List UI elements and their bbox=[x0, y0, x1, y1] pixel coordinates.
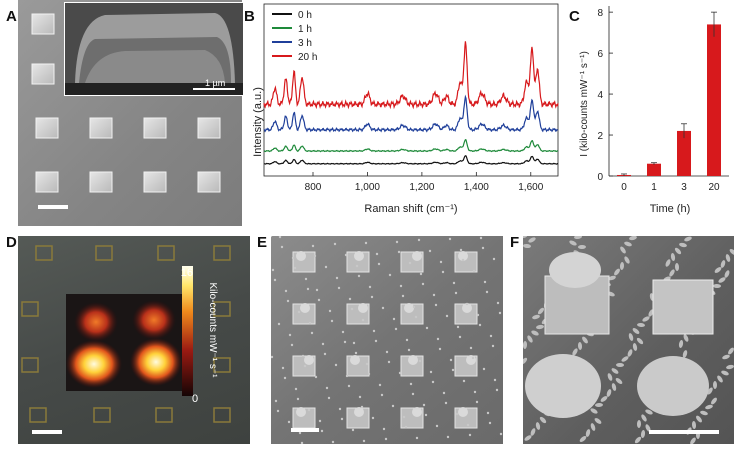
panel-e-cluster bbox=[354, 251, 364, 261]
panel-a-pillar bbox=[197, 117, 221, 139]
panel-a-scalebar bbox=[38, 205, 68, 209]
panel-c-bar bbox=[677, 130, 691, 176]
panel-e-cluster bbox=[458, 407, 468, 417]
panel-b-chart: Intensity (a.u.) 800 1,000 1,200 1,400 1,600… bbox=[252, 3, 559, 215]
panel-d-pillar bbox=[213, 407, 231, 423]
panel-d-pillar bbox=[93, 407, 111, 423]
panel-d-optical-image: 16 0 Kilo-counts mW⁻¹ s⁻¹ bbox=[18, 236, 250, 444]
panel-c-chart: I (kilo-counts mW⁻¹ s⁻¹) 0 2 4 6 8 0 1 3 20 Tim… bbox=[579, 6, 729, 215]
panel-e-cluster bbox=[296, 251, 306, 261]
panel-e-cluster bbox=[300, 303, 310, 313]
panel-e-cluster bbox=[358, 303, 368, 313]
panel-a-pillar bbox=[197, 171, 221, 193]
panel-a-pillar bbox=[31, 13, 55, 35]
panel-b-xlabel: Raman shift (cm⁻¹) bbox=[364, 203, 457, 215]
panel-c-ytick-label: 0 bbox=[597, 172, 603, 183]
panel-a-inset-image: 1 µm bbox=[64, 2, 244, 96]
panel-a-pillar bbox=[89, 171, 113, 193]
panel-c-xtick-label: 3 bbox=[681, 182, 687, 193]
panel-a-pillar bbox=[35, 171, 59, 193]
panel-c-letter: C bbox=[569, 8, 580, 25]
panel-d-pillar bbox=[213, 245, 231, 261]
panel-b-series-1h bbox=[263, 138, 559, 153]
panel-b-axes bbox=[263, 3, 559, 177]
panel-b-series-0h bbox=[263, 155, 558, 165]
panel-c-bar bbox=[647, 163, 661, 176]
panel-d-hotspot bbox=[66, 340, 122, 388]
panel-d-letter: D bbox=[6, 234, 17, 251]
panel-c-xlabel: Time (h) bbox=[650, 203, 691, 215]
panel-f-sem-image bbox=[523, 236, 734, 444]
panel-d-hotspot bbox=[74, 302, 118, 342]
panel-e-cluster bbox=[412, 251, 422, 261]
panel-b-letter: B bbox=[244, 8, 255, 25]
panel-d-pillar bbox=[213, 357, 231, 373]
panel-d-pillar bbox=[21, 357, 39, 373]
panel-c-ytick-label: 4 bbox=[597, 90, 603, 101]
panel-e-cluster bbox=[458, 251, 468, 261]
panel-a-inset-scale-label: 1 µm bbox=[205, 78, 225, 88]
panel-a-pillar bbox=[89, 117, 113, 139]
panel-b-xtick-label: 1,000 bbox=[355, 182, 380, 193]
panel-f-scalebar bbox=[649, 430, 719, 434]
panel-e-cluster bbox=[412, 407, 422, 417]
panel-e-sem-image bbox=[271, 236, 503, 444]
panel-d-pillar bbox=[21, 301, 39, 317]
panel-b-xtick-label: 800 bbox=[305, 182, 322, 193]
panel-f-cluster bbox=[549, 252, 601, 288]
panel-e-cluster bbox=[466, 355, 476, 365]
panel-b-legend-label: 3 h bbox=[298, 38, 312, 49]
panel-e-cluster bbox=[296, 407, 306, 417]
panel-d-pillar bbox=[213, 301, 231, 317]
panel-a-pillar bbox=[35, 117, 59, 139]
panel-e-letter: E bbox=[257, 234, 268, 251]
panel-b-xtick-label: 1,400 bbox=[464, 182, 489, 193]
panel-d-pillar bbox=[35, 245, 53, 261]
panel-d-pillar bbox=[95, 245, 113, 261]
panel-a-pillar bbox=[31, 63, 55, 85]
panel-f-cluster bbox=[637, 356, 709, 416]
panel-d-hotspot bbox=[132, 300, 176, 340]
panel-e-cluster bbox=[408, 355, 418, 365]
panel-c-ylabel: I (kilo-counts mW⁻¹ s⁻¹) bbox=[579, 51, 590, 157]
panel-b-series-20h bbox=[263, 41, 559, 110]
panel-b-xtick-label: 1,600 bbox=[518, 182, 543, 193]
panel-b-legend-label: 0 h bbox=[298, 10, 312, 21]
panel-a-pillars bbox=[31, 13, 221, 209]
panel-d-pillar bbox=[157, 245, 175, 261]
panel-d-scalebar bbox=[32, 430, 62, 434]
panel-e-cluster bbox=[350, 355, 360, 365]
panel-f-pillar bbox=[652, 279, 714, 335]
panel-d-pillar bbox=[155, 407, 173, 423]
panel-a-pillar bbox=[143, 117, 167, 139]
panel-b-series-3h bbox=[263, 94, 559, 133]
panel-a-pillar bbox=[143, 171, 167, 193]
panel-d-pillar bbox=[29, 407, 47, 423]
panel-c-ytick-label: 6 bbox=[597, 49, 603, 60]
panel-e-cluster bbox=[404, 303, 414, 313]
panel-d-colorbar-min: 0 bbox=[192, 393, 198, 405]
panel-c-bar bbox=[707, 24, 721, 177]
panel-b-legend-label: 20 h bbox=[298, 52, 317, 63]
panel-e-cluster bbox=[354, 407, 364, 417]
panel-b-xtick-label: 1,200 bbox=[409, 182, 434, 193]
panel-e-scalebar bbox=[291, 428, 319, 432]
panel-c-ytick-label: 8 bbox=[597, 8, 603, 19]
panel-c-xtick-label: 20 bbox=[708, 182, 720, 193]
panel-b-ylabel: Intensity (a.u.) bbox=[252, 87, 264, 157]
panel-f-cluster bbox=[525, 354, 601, 418]
panel-e-cluster bbox=[462, 303, 472, 313]
panel-c-ytick-label: 2 bbox=[597, 131, 603, 142]
panel-d-colorbar bbox=[182, 266, 193, 396]
panel-e-cluster bbox=[304, 355, 314, 365]
panel-d-colorbar-max: 16 bbox=[181, 267, 193, 279]
panel-d-colorbar-label: Kilo-counts mW⁻¹ s⁻¹ bbox=[207, 282, 218, 378]
panel-b-legend-label: 1 h bbox=[298, 24, 312, 35]
panel-c-xtick-label: 0 bbox=[621, 182, 627, 193]
panel-c-xtick-label: 1 bbox=[651, 182, 657, 193]
panel-d-hotspot bbox=[130, 338, 182, 386]
panel-f-letter: F bbox=[510, 234, 520, 251]
panel-a-letter: A bbox=[6, 8, 17, 25]
